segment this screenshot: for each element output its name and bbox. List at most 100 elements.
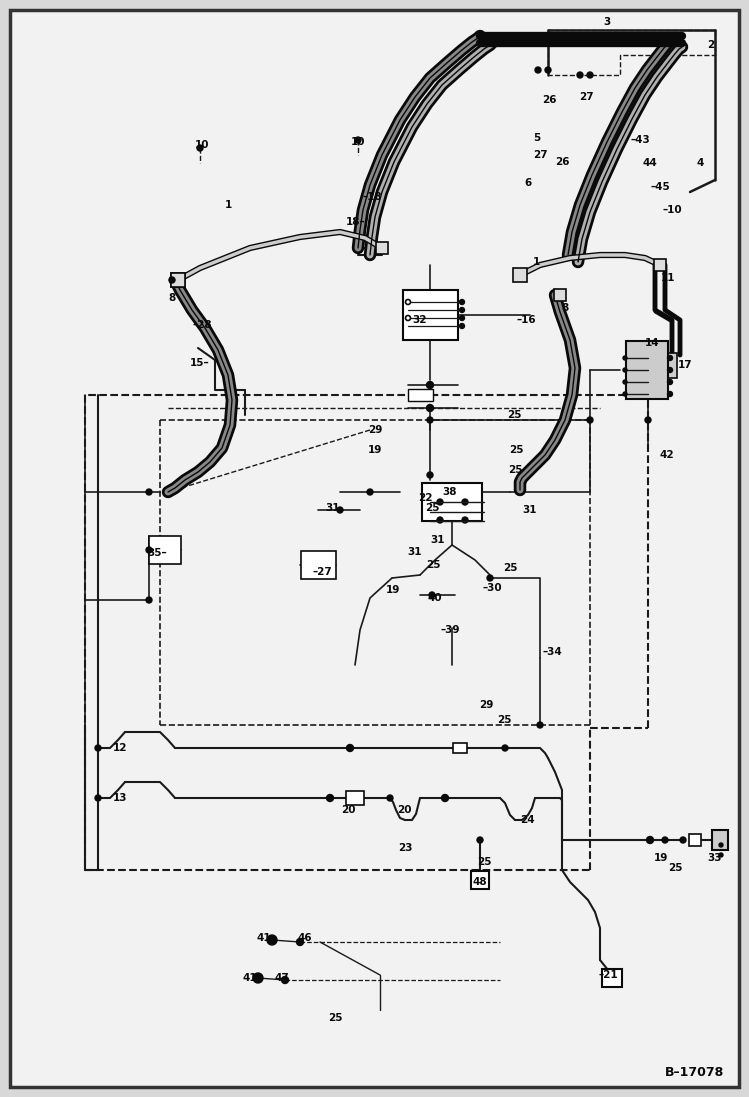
Text: 1: 1 xyxy=(533,257,539,267)
Circle shape xyxy=(577,72,583,78)
Circle shape xyxy=(429,592,435,598)
Text: 32: 32 xyxy=(413,315,427,325)
Circle shape xyxy=(645,417,651,423)
Bar xyxy=(422,483,482,521)
Bar xyxy=(171,273,185,287)
Text: 27: 27 xyxy=(533,150,548,160)
Text: 25: 25 xyxy=(508,465,522,475)
Text: 25: 25 xyxy=(497,715,512,725)
Text: 42: 42 xyxy=(660,450,674,460)
Text: 1: 1 xyxy=(225,200,231,210)
Text: 27: 27 xyxy=(579,92,593,102)
Text: 13: 13 xyxy=(113,793,127,803)
Text: –34: –34 xyxy=(542,647,562,657)
Text: 44: 44 xyxy=(643,158,658,168)
Circle shape xyxy=(282,976,288,984)
Text: 25: 25 xyxy=(477,857,491,867)
Text: 10: 10 xyxy=(351,137,366,147)
Bar xyxy=(453,743,467,753)
Circle shape xyxy=(667,392,673,396)
Circle shape xyxy=(459,307,464,313)
Bar xyxy=(346,791,364,805)
Circle shape xyxy=(623,380,627,384)
Circle shape xyxy=(367,489,373,495)
Text: 12: 12 xyxy=(113,743,127,753)
Text: 2: 2 xyxy=(707,39,715,50)
Text: 31: 31 xyxy=(407,547,422,557)
Text: 3: 3 xyxy=(604,16,610,27)
Text: 20: 20 xyxy=(341,805,355,815)
Bar xyxy=(647,352,677,377)
Bar xyxy=(689,834,701,846)
Text: 25: 25 xyxy=(425,504,439,513)
Circle shape xyxy=(487,575,493,581)
Circle shape xyxy=(441,794,449,802)
Circle shape xyxy=(719,842,723,847)
Circle shape xyxy=(355,137,361,143)
Text: 18–: 18– xyxy=(346,217,366,227)
Text: –10: –10 xyxy=(662,205,682,215)
Bar xyxy=(712,830,728,850)
Circle shape xyxy=(646,837,653,844)
Text: 40: 40 xyxy=(428,593,443,603)
Circle shape xyxy=(623,392,627,396)
Text: –43: –43 xyxy=(630,135,650,145)
Circle shape xyxy=(95,795,101,801)
Circle shape xyxy=(662,837,668,842)
Text: 15–: 15– xyxy=(190,358,210,367)
Circle shape xyxy=(347,745,354,751)
Text: 8: 8 xyxy=(561,303,568,313)
Text: 41: 41 xyxy=(257,934,271,943)
Text: 25: 25 xyxy=(509,445,524,455)
Text: 26: 26 xyxy=(555,157,569,167)
Bar xyxy=(300,551,336,579)
Bar xyxy=(171,273,185,287)
Text: 19: 19 xyxy=(368,445,382,455)
Bar xyxy=(626,341,668,399)
Text: 46: 46 xyxy=(297,934,312,943)
Circle shape xyxy=(405,299,410,305)
Circle shape xyxy=(387,795,393,801)
Text: 11: 11 xyxy=(661,273,676,283)
Circle shape xyxy=(267,935,277,945)
Circle shape xyxy=(587,72,593,78)
Text: 25: 25 xyxy=(668,863,682,873)
Bar xyxy=(513,268,527,282)
Circle shape xyxy=(337,507,343,513)
Circle shape xyxy=(427,417,433,423)
Circle shape xyxy=(462,499,468,505)
Text: 26: 26 xyxy=(542,95,557,105)
Circle shape xyxy=(146,547,152,553)
Circle shape xyxy=(95,745,101,751)
Circle shape xyxy=(488,36,496,44)
Text: 6: 6 xyxy=(524,178,532,188)
Circle shape xyxy=(545,67,551,73)
Circle shape xyxy=(623,357,627,360)
Circle shape xyxy=(502,745,508,751)
Circle shape xyxy=(437,499,443,505)
Text: 17: 17 xyxy=(678,360,692,370)
Text: 25: 25 xyxy=(425,559,440,570)
Circle shape xyxy=(459,324,464,328)
Circle shape xyxy=(477,837,483,842)
Text: 35–: 35– xyxy=(148,548,167,558)
Bar xyxy=(376,242,388,255)
Text: 20: 20 xyxy=(397,805,411,815)
Text: 41: 41 xyxy=(243,973,258,983)
Circle shape xyxy=(437,517,443,523)
Text: 10: 10 xyxy=(195,140,209,150)
Circle shape xyxy=(719,853,723,857)
Circle shape xyxy=(667,355,673,361)
Circle shape xyxy=(462,517,468,523)
Bar xyxy=(602,969,622,987)
Circle shape xyxy=(405,316,410,320)
Text: –39: –39 xyxy=(440,625,460,635)
Text: 33: 33 xyxy=(708,853,722,863)
Bar xyxy=(149,536,181,564)
Text: 22: 22 xyxy=(418,493,432,504)
Circle shape xyxy=(327,794,333,802)
Text: 24: 24 xyxy=(520,815,534,825)
Text: 25: 25 xyxy=(328,1013,342,1024)
Circle shape xyxy=(253,973,263,983)
Circle shape xyxy=(146,597,152,603)
